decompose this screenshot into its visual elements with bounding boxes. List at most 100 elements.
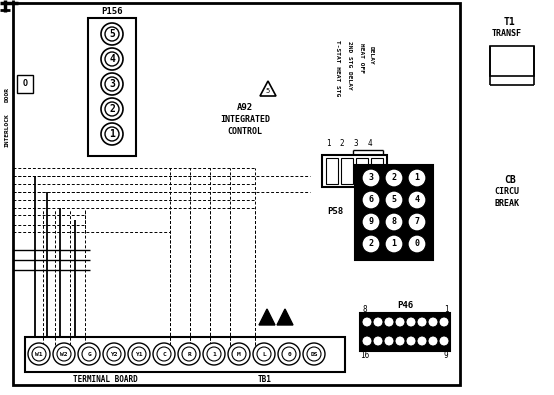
Text: O: O [23,79,28,88]
Bar [356,158,368,184]
Text: 5: 5 [266,88,270,94]
Bar [88,18,136,156]
Text: 3: 3 [353,139,358,147]
Circle shape [417,336,427,346]
Circle shape [228,343,250,365]
Text: 3: 3 [109,79,115,89]
Circle shape [439,317,449,327]
Bar [490,46,534,76]
Text: INTEGRATED: INTEGRATED [220,115,270,124]
Circle shape [257,347,271,361]
Text: 0: 0 [414,239,419,248]
Text: 9: 9 [368,218,373,226]
Circle shape [132,347,146,361]
Text: P46: P46 [397,301,413,310]
Circle shape [28,343,50,365]
Text: 2ND STG DELAY: 2ND STG DELAY [346,41,351,89]
Text: 1: 1 [109,129,115,139]
Bar [17,75,33,93]
Circle shape [362,317,372,327]
Text: P156: P156 [101,8,123,17]
Circle shape [101,123,123,145]
Circle shape [373,317,383,327]
Circle shape [408,235,426,253]
Text: W2: W2 [60,352,68,357]
Text: W1: W1 [35,352,43,357]
Circle shape [103,343,125,365]
Circle shape [362,169,380,187]
Circle shape [385,169,403,187]
Text: 2: 2 [109,104,115,114]
Circle shape [385,191,403,209]
Circle shape [128,343,150,365]
Circle shape [32,347,46,361]
Circle shape [428,317,438,327]
Text: 5: 5 [109,29,115,39]
Circle shape [101,73,123,95]
Text: 0: 0 [287,352,291,357]
Circle shape [362,213,380,231]
Text: G: G [87,352,91,357]
Circle shape [428,336,438,346]
Text: T-STAT HEAT STG: T-STAT HEAT STG [335,40,340,96]
Text: 16: 16 [360,350,370,359]
Circle shape [362,336,372,346]
Text: 1: 1 [414,173,419,182]
Circle shape [232,347,246,361]
Text: 5: 5 [392,196,397,205]
Bar [355,165,433,260]
Circle shape [153,343,175,365]
Circle shape [107,347,121,361]
Text: A92: A92 [237,103,253,113]
Text: C: C [162,352,166,357]
Text: 2: 2 [340,139,345,147]
Text: 2: 2 [283,316,287,322]
Circle shape [384,336,394,346]
Text: R: R [187,352,191,357]
Circle shape [385,213,403,231]
Text: 6: 6 [368,196,373,205]
Polygon shape [277,309,293,325]
Circle shape [253,343,275,365]
Circle shape [105,52,119,66]
Text: BREAK: BREAK [495,199,520,207]
Circle shape [178,343,200,365]
Text: DS: DS [310,352,318,357]
Circle shape [395,336,405,346]
Circle shape [362,191,380,209]
Bar [13,3,460,385]
Text: 2: 2 [392,173,397,182]
Text: Y2: Y2 [110,352,118,357]
Text: HEAT OFF: HEAT OFF [360,43,365,73]
Circle shape [182,347,196,361]
Text: 1: 1 [326,139,330,147]
Circle shape [207,347,221,361]
Text: 7: 7 [414,218,419,226]
Text: T1: T1 [504,17,516,27]
Circle shape [105,127,119,141]
Text: TERMINAL BOARD: TERMINAL BOARD [73,376,137,384]
Circle shape [57,347,71,361]
Circle shape [101,98,123,120]
Text: CIRCU: CIRCU [495,188,520,196]
Circle shape [307,347,321,361]
Circle shape [384,317,394,327]
Circle shape [53,343,75,365]
Text: 8: 8 [392,218,397,226]
Text: 1: 1 [212,352,216,357]
Circle shape [78,343,100,365]
Circle shape [101,48,123,70]
Circle shape [408,169,426,187]
Text: INTERLOCK: INTERLOCK [4,113,9,147]
Text: 1: 1 [265,316,269,322]
Text: 3: 3 [368,173,373,182]
Circle shape [278,343,300,365]
Text: CONTROL: CONTROL [228,126,263,135]
Text: 2: 2 [368,239,373,248]
Circle shape [282,347,296,361]
Text: TRANSF: TRANSF [492,28,522,38]
Circle shape [417,317,427,327]
Bar [360,313,450,351]
Text: DOOR: DOOR [4,88,9,102]
Text: DELAY: DELAY [368,46,373,64]
